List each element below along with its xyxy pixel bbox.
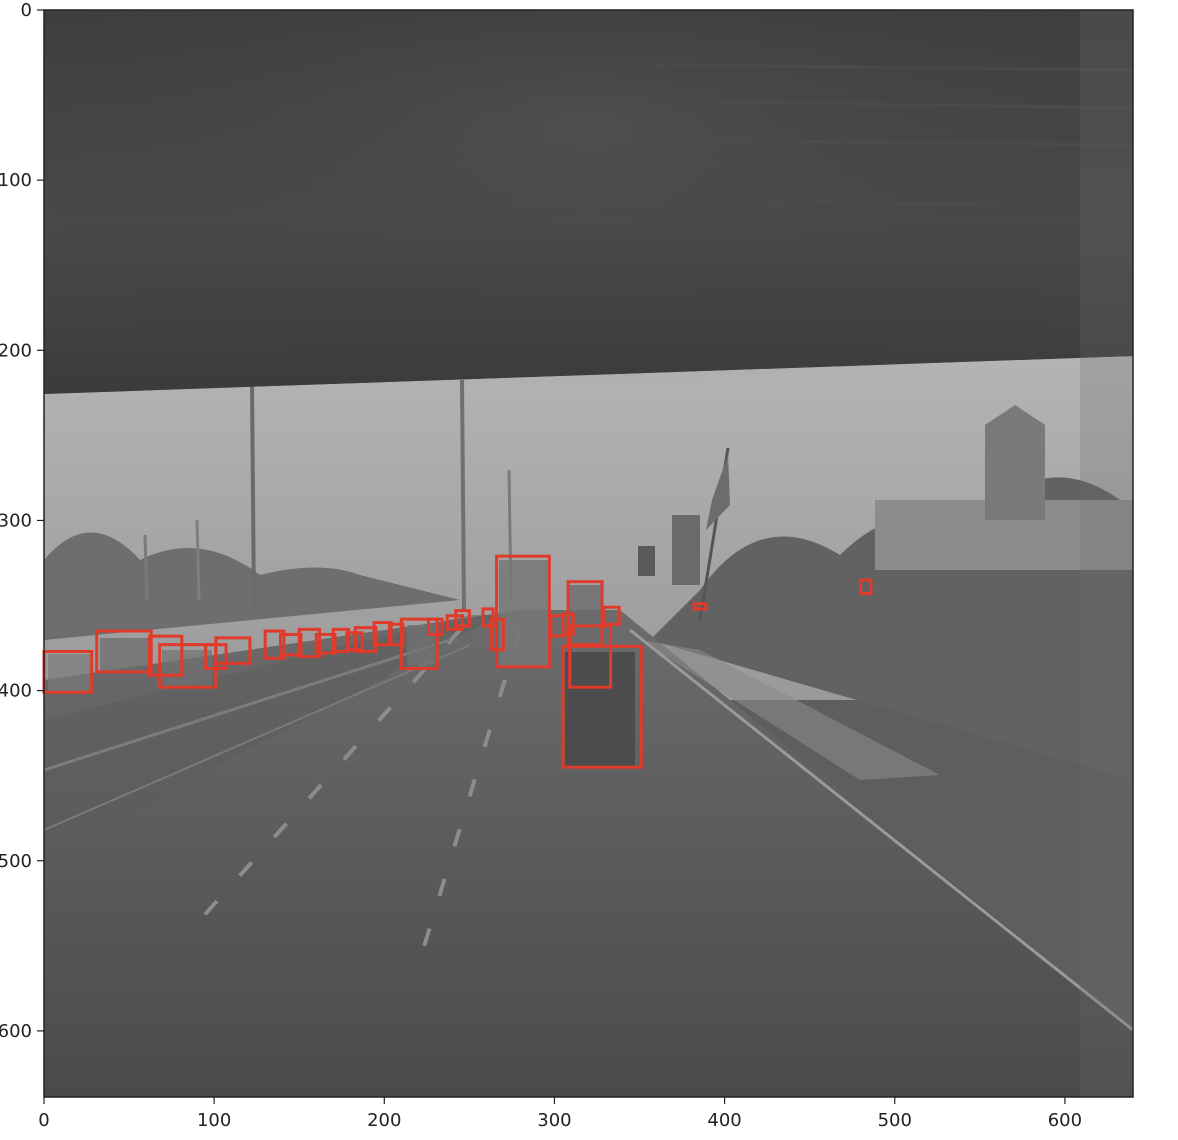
x-tick-label: 200 bbox=[367, 1110, 401, 1131]
detection-boxes bbox=[42, 554, 873, 769]
detection-box bbox=[387, 622, 405, 647]
x-tick-label: 0 bbox=[38, 1110, 49, 1131]
detection-box bbox=[454, 609, 471, 628]
detection-box bbox=[561, 644, 643, 769]
x-tick-label: 300 bbox=[537, 1110, 571, 1131]
detection-box bbox=[279, 632, 303, 657]
axes-frame bbox=[43, 9, 1134, 1098]
detection-box bbox=[481, 607, 495, 628]
detection-box bbox=[372, 621, 393, 647]
detection-box bbox=[147, 634, 184, 677]
detection-box bbox=[297, 627, 322, 659]
y-axis: 0 100 200 300 400 500 600 bbox=[0, 0, 44, 1042]
x-tick-label: 600 bbox=[1048, 1110, 1082, 1131]
y-tick-label: 0 bbox=[21, 0, 32, 21]
detection-box bbox=[602, 605, 621, 626]
detection-box bbox=[353, 626, 378, 653]
road-photo bbox=[43, 10, 1134, 1097]
y-tick-label: 400 bbox=[0, 681, 32, 702]
y-tick-label: 500 bbox=[0, 851, 32, 872]
y-tick-label: 600 bbox=[0, 1021, 32, 1042]
detection-box bbox=[158, 643, 218, 689]
detection-box bbox=[95, 629, 153, 674]
y-tick-label: 200 bbox=[0, 340, 32, 361]
y-tick-label: 300 bbox=[0, 510, 32, 531]
x-tick-label: 400 bbox=[707, 1110, 741, 1131]
x-tick-label: 100 bbox=[197, 1110, 231, 1131]
y-tick-label: 100 bbox=[0, 170, 32, 191]
x-axis: 0 100 200 300 400 500 600 bbox=[38, 1097, 1082, 1131]
x-tick-label: 500 bbox=[878, 1110, 912, 1131]
detection-box bbox=[399, 617, 439, 670]
detection-box bbox=[427, 617, 444, 636]
detection-box bbox=[495, 554, 551, 669]
detection-box bbox=[314, 632, 337, 655]
detection-box bbox=[263, 629, 286, 660]
detection-box bbox=[859, 578, 873, 596]
detection-box bbox=[692, 602, 708, 611]
detection-box bbox=[331, 627, 351, 653]
detection-box bbox=[568, 624, 613, 689]
detection-box bbox=[566, 580, 604, 647]
detection-box bbox=[214, 636, 252, 665]
